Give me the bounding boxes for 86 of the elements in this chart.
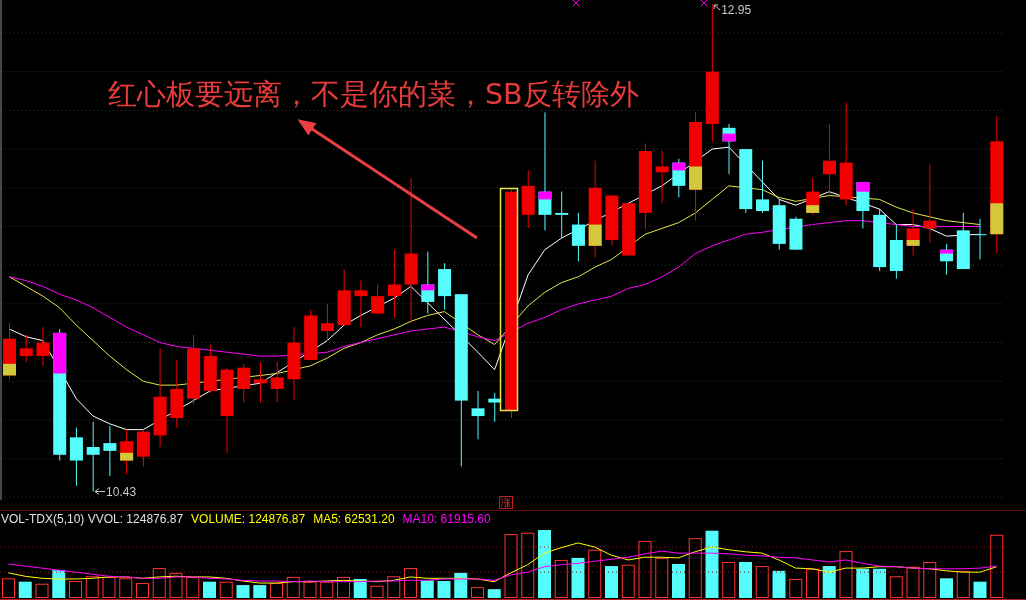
bar [85, 576, 99, 598]
bar [956, 570, 970, 598]
candlestick [254, 361, 267, 404]
bar [35, 583, 49, 598]
candlestick [555, 191, 569, 239]
candlestick [320, 303, 334, 342]
bar [203, 581, 216, 598]
bar [923, 561, 937, 598]
bar [588, 549, 602, 598]
chart-subtitle: VOLUME: 124876.87 [191, 512, 306, 526]
bar [605, 566, 618, 598]
bar [102, 576, 116, 598]
bar [18, 581, 32, 598]
bar [806, 568, 819, 598]
bar [152, 568, 166, 598]
text: MA5: 62531.20 [313, 512, 395, 526]
bar [739, 561, 752, 598]
candlestick [822, 123, 836, 198]
bar [688, 538, 702, 598]
annotation: 10.43 [106, 484, 137, 499]
candlestick [387, 249, 401, 318]
candlestick [923, 164, 937, 243]
bar [420, 580, 434, 598]
bar [538, 530, 551, 598]
bar [286, 576, 300, 598]
bar [755, 566, 769, 598]
bar [303, 581, 317, 598]
bar [889, 576, 903, 598]
bar [136, 583, 149, 598]
bar [471, 587, 484, 598]
bar [554, 559, 568, 598]
bar [169, 572, 183, 598]
annotation: 红心板要远离，不是你的菜，SB反转除外 [108, 78, 639, 111]
bar [337, 576, 350, 598]
bar [621, 564, 635, 598]
bar [236, 585, 250, 598]
bar [320, 581, 334, 598]
candlestick [237, 363, 251, 404]
bar [873, 568, 886, 598]
bar [119, 578, 133, 598]
bar [454, 572, 468, 598]
candlestick [488, 392, 502, 423]
bar [655, 557, 669, 598]
candlestick [571, 212, 585, 262]
candlestick [19, 334, 33, 363]
bar [571, 557, 585, 598]
bar [437, 581, 451, 598]
candlestick [69, 427, 83, 487]
bar [789, 578, 803, 598]
text: 涨 [501, 497, 511, 508]
bar [504, 534, 518, 598]
candlestick [371, 284, 385, 315]
chart-title: VOL-TDX(5,10) VVOL: 124876.87 [1, 512, 184, 526]
candlestick [756, 160, 769, 214]
bar [856, 568, 870, 598]
annotation: 12.95 [721, 3, 752, 18]
bar [772, 570, 786, 598]
candlestick [36, 326, 50, 367]
candlestick [270, 361, 284, 404]
candlestick [103, 425, 117, 477]
bar [387, 576, 401, 598]
bar [973, 581, 987, 598]
bar [253, 585, 267, 598]
bar [940, 578, 953, 598]
bar [990, 534, 1004, 598]
bar [705, 530, 719, 598]
bar [2, 578, 15, 598]
bar [353, 578, 367, 598]
candlestick [354, 280, 368, 328]
bar [839, 551, 853, 598]
bar [822, 566, 836, 598]
bar [722, 561, 736, 598]
bar [906, 566, 920, 598]
text: MA10: 61915.60 [402, 512, 491, 526]
bar [219, 581, 233, 598]
bar [672, 564, 685, 598]
bar [638, 540, 652, 598]
candlestick [973, 218, 987, 260]
bar [370, 585, 384, 598]
candlestick [471, 390, 485, 440]
candlestick [86, 421, 100, 493]
bar [69, 581, 82, 598]
bar [521, 532, 535, 598]
bar [487, 589, 501, 598]
bar [52, 570, 66, 598]
bar [404, 568, 417, 598]
